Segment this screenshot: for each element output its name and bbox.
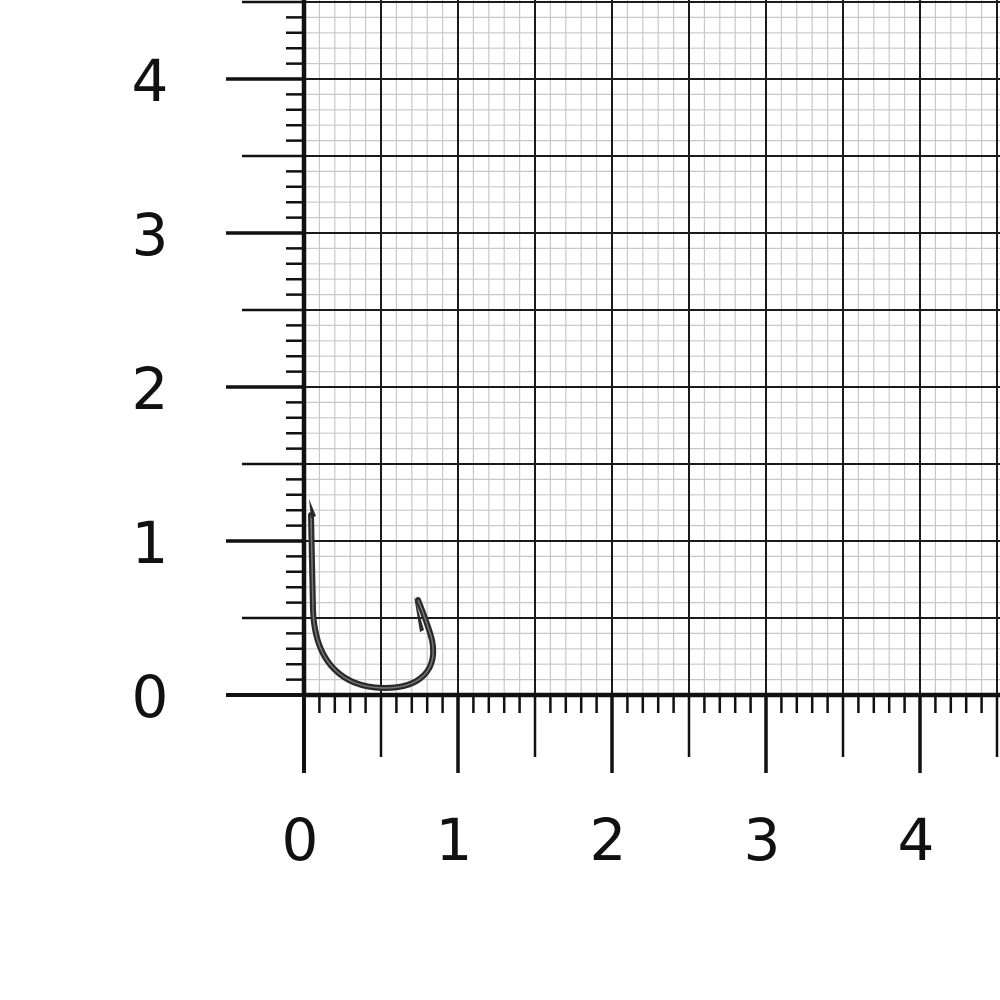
y-axis-label: 0	[132, 663, 169, 731]
y-axis-label: 1	[132, 509, 169, 577]
hook-eye-tip	[309, 499, 316, 518]
x-axis-label: 2	[590, 806, 627, 874]
x-axis-label: 1	[436, 806, 473, 874]
y-axis-label: 3	[132, 201, 169, 269]
y-axis-label: 4	[132, 47, 169, 115]
y-axis-label: 2	[132, 355, 169, 423]
hook-highlight	[310, 514, 434, 689]
hook-barb	[414, 596, 424, 632]
x-axis-label: 3	[744, 806, 781, 874]
x-axis-label: 4	[898, 806, 935, 874]
x-axis-label: 0	[282, 806, 319, 874]
